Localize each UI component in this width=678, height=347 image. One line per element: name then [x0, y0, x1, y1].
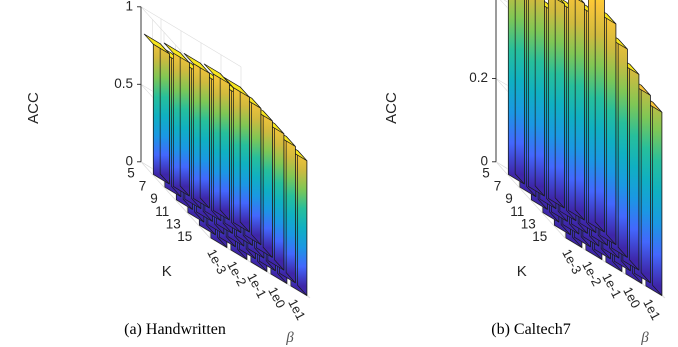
bar-K5-beta-1e1 — [223, 77, 250, 233]
bar-top-face — [143, 33, 170, 55]
k-tick-label: 9 — [505, 191, 513, 206]
k-tick-label: 7 — [494, 178, 502, 193]
beta-tick-label: 1e-3 — [559, 246, 584, 276]
bar-side-face — [617, 38, 628, 258]
beta-tick-label: 1e-2 — [579, 258, 604, 288]
bar-side-face — [629, 63, 640, 271]
beta-tick-label: 1e0 — [265, 284, 288, 310]
bar-K5-beta-1e-2 — [163, 42, 190, 197]
beta-axis-label: β — [285, 330, 294, 346]
bar-side-face — [239, 86, 250, 233]
beta-tick-label: 1e-2 — [224, 258, 249, 288]
bar-side-face — [554, 0, 565, 209]
k-tick-label: 11 — [510, 204, 524, 219]
k-floor-gridline — [209, 237, 311, 299]
z-tick-label: 0.2 — [469, 70, 488, 85]
beta-tick-label: 1e-1 — [599, 270, 624, 300]
bar-top-face — [183, 53, 210, 74]
bar-K5-beta-1e-2 — [527, 0, 545, 197]
beta-axis-label: β — [640, 330, 649, 346]
bar-side-face — [514, 0, 525, 185]
k-tick-label: 11 — [155, 204, 169, 219]
bar-side-face — [274, 123, 285, 271]
bar-side-face — [219, 73, 230, 221]
z-tick-label: 0.4 — [469, 0, 488, 2]
bar-side-face — [159, 43, 170, 185]
k-tick-label: 5 — [127, 166, 135, 181]
k-tick-label: 7 — [139, 178, 147, 193]
bar-side-face — [179, 52, 190, 197]
z-tick-label: 0 — [125, 153, 133, 168]
k-axis-label: K — [162, 263, 172, 280]
bar-side-face — [251, 97, 262, 246]
bar-side-face — [606, 13, 617, 246]
z-tick-label: 0 — [480, 153, 488, 168]
k-axis-label: K — [517, 263, 527, 280]
k-tick-label: 13 — [166, 217, 181, 232]
bar-K5-beta-1e-1 — [183, 53, 210, 209]
z-axis-label: ACC — [25, 92, 42, 124]
k-tick-label: 15 — [177, 229, 192, 244]
bar-K5-beta-1e-1 — [547, 0, 565, 209]
bar-side-face — [640, 84, 651, 284]
beta-tick-label: 1e0 — [620, 284, 643, 310]
beta-tick-label: 1e-3 — [204, 246, 229, 276]
bar-side-face — [574, 0, 585, 221]
k-tick-label: 9 — [150, 191, 158, 206]
z-tick-label: 0.5 — [114, 76, 133, 91]
bar-top-face — [557, 0, 565, 5]
bar-top-face — [163, 42, 190, 64]
k-tick-label: 15 — [532, 229, 547, 244]
beta-tick-label: 1e1 — [640, 296, 663, 322]
k-floor-gridline — [564, 237, 666, 299]
bar-K5-beta-1e0 — [567, 0, 585, 221]
bars — [508, 0, 663, 296]
bar-K5-beta-1e0 — [203, 63, 230, 221]
bar-side-face — [262, 110, 273, 258]
k-tick-label: 5 — [482, 166, 490, 181]
bar-side-face — [594, 0, 605, 233]
beta-floor-gridline — [495, 161, 566, 239]
bar-K5-beta-1e-3 — [508, 0, 525, 185]
beta-tick-label: 1e1 — [285, 296, 308, 322]
caltech7-3d-bar-chart: 00.20.40.65791113151e-31e-21e-11e01e1KβA… — [383, 0, 666, 346]
bar-side-face — [534, 0, 545, 197]
caption-b: (b) Caltech7 — [491, 321, 571, 338]
beta-tick-label: 1e-1 — [244, 270, 269, 300]
k-tick-label: 13 — [521, 217, 536, 232]
bar-K5-beta-1e1 — [587, 0, 605, 233]
bar-side-face — [285, 135, 296, 284]
bars — [143, 33, 308, 296]
caption-a: (a) Handwritten — [124, 321, 226, 338]
z-tick-label: 1 — [125, 0, 133, 13]
bar-top-face — [578, 0, 585, 4]
z-axis-label: ACC — [383, 92, 400, 124]
bar-top-face — [203, 63, 230, 84]
bar-K5-beta-1e-3 — [143, 33, 170, 185]
beta-floor-gridline — [140, 161, 211, 239]
bar-side-face — [297, 150, 308, 296]
bar-top-face — [223, 77, 250, 98]
bar-side-face — [199, 62, 210, 209]
bar-side-face — [652, 101, 663, 296]
